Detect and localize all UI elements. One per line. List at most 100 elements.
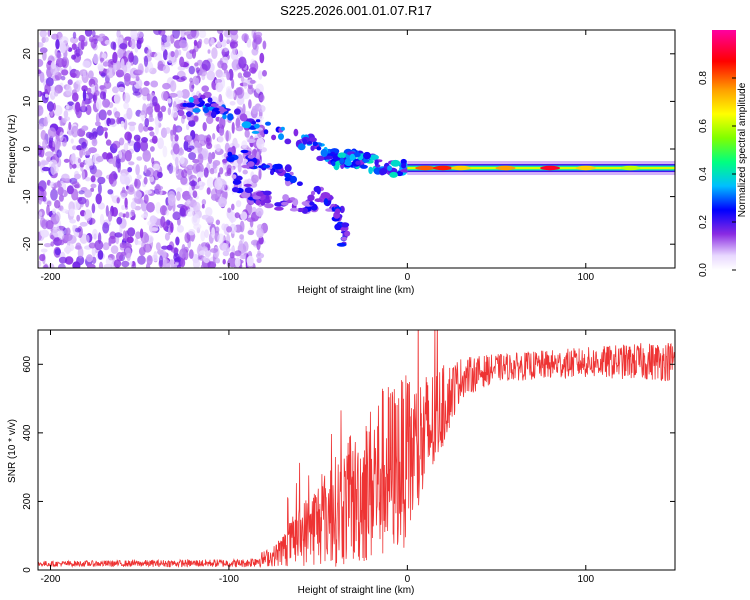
noise-blob (174, 134, 179, 142)
noise-blob (214, 79, 218, 84)
noise-blob (55, 57, 65, 68)
noise-blob (214, 178, 223, 191)
noise-blob (118, 150, 123, 160)
noise-blob (108, 173, 115, 185)
noise-blob (69, 208, 75, 217)
merging-region-blob (353, 152, 361, 158)
noise-blob (226, 164, 233, 175)
noise-blob (46, 101, 54, 112)
noise-blob (162, 145, 168, 158)
noise-blob (38, 197, 42, 205)
noise-blob (155, 201, 161, 214)
noise-blob (150, 146, 155, 152)
noise-blob (255, 31, 263, 38)
noise-blob (237, 50, 243, 58)
middle-branch-blob (313, 186, 321, 193)
noise-blob (193, 201, 201, 213)
y-tick-label: -20 (22, 237, 33, 252)
noise-blob (243, 71, 251, 78)
noise-blob (54, 248, 61, 256)
noise-blob (79, 162, 85, 168)
noise-blob (162, 64, 170, 74)
lower-branch-blob (231, 174, 237, 180)
noise-blob (85, 104, 92, 116)
noise-blob (238, 56, 247, 69)
noise-blob (232, 47, 238, 55)
noise-blob (188, 65, 195, 75)
upper-branch-blob (227, 113, 234, 121)
noise-blob (172, 30, 180, 39)
noise-blob (243, 78, 248, 89)
noise-blob (47, 127, 57, 138)
noise-blob (160, 105, 167, 113)
noise-blob (170, 51, 175, 58)
upper-branch-blob (310, 145, 315, 151)
noise-blob (249, 79, 256, 84)
noise-blob (70, 138, 74, 144)
noise-blob (247, 85, 254, 95)
noise-blob (38, 211, 43, 218)
noise-blob (176, 191, 181, 202)
noise-blob (227, 256, 237, 268)
noise-blob (188, 145, 195, 150)
noise-blob (130, 201, 137, 210)
noise-blob (145, 167, 155, 178)
noise-blob (121, 260, 130, 268)
noise-blob (38, 123, 44, 130)
noise-blob (124, 131, 133, 141)
noise-blob (75, 101, 81, 113)
noise-blob (143, 80, 150, 87)
middle-branch-blob (310, 190, 316, 196)
noise-blob (146, 106, 154, 115)
noise-blob (117, 48, 124, 59)
noise-blob (143, 194, 149, 204)
noise-blob (231, 203, 235, 211)
noise-blob (176, 187, 183, 193)
noise-blob (39, 217, 46, 228)
noise-blob (86, 87, 92, 94)
noise-blob (58, 194, 64, 202)
noise-blob (48, 140, 53, 149)
noise-blob (188, 152, 197, 160)
noise-blob (184, 195, 193, 202)
noise-blob (144, 189, 153, 195)
noise-blob (107, 189, 114, 195)
x-tick-label: -100 (219, 574, 239, 585)
noise-blob (40, 229, 50, 238)
merging-region-blob (368, 154, 379, 161)
colorbar-ticks: 0.0 0.2 0.4 0.6 0.8 (698, 71, 736, 277)
noise-blob (167, 194, 176, 207)
noise-blob (99, 91, 106, 100)
noise-blob (67, 101, 74, 106)
noise-blob (256, 227, 264, 239)
noise-blob (188, 119, 196, 127)
upper-branch-blob (271, 134, 277, 141)
noise-blob (234, 212, 240, 219)
noise-blob (123, 92, 131, 104)
noise-blob (144, 233, 150, 243)
noise-blob (45, 220, 54, 230)
lower-branch-blob (289, 197, 296, 201)
noise-blob (206, 142, 213, 150)
noise-blob (123, 102, 129, 110)
noise-blob (97, 37, 104, 42)
noise-blob (120, 192, 126, 199)
lower-branch-blob (252, 195, 261, 200)
noise-blob (218, 94, 223, 103)
x-tick-label: -100 (219, 272, 239, 283)
noise-blob (180, 176, 188, 185)
noise-blob (133, 190, 142, 199)
noise-blob (63, 110, 69, 118)
upper-branch-blob (185, 102, 196, 108)
noise-blob (81, 141, 87, 149)
noise-blob (119, 242, 127, 249)
noise-blob (113, 259, 122, 268)
middle-branch-blob (320, 192, 331, 200)
noise-blob (38, 260, 42, 268)
noise-blob (204, 229, 209, 239)
noise-blob (55, 211, 61, 222)
noise-blob (61, 208, 69, 214)
noise-blob (240, 76, 245, 83)
noise-blob (112, 86, 119, 94)
middle-branch-blob (284, 164, 292, 173)
